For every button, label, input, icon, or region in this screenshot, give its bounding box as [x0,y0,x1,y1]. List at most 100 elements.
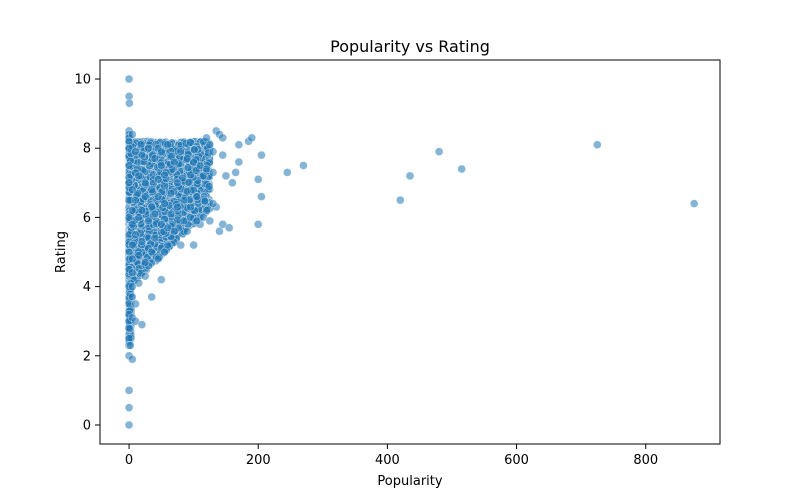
x-axis-title: Popularity [377,474,442,489]
data-point [257,192,266,201]
data-point [157,147,166,156]
data-point [157,275,166,284]
data-point [140,192,150,201]
y-axis-ticks: 0 2 4 6 8 10 [74,73,100,433]
data-point [128,185,137,194]
data-point [221,171,231,181]
data-point [405,171,415,181]
data-point [147,247,156,257]
data-point [166,209,176,219]
data-point [170,226,179,236]
data-point [190,145,199,155]
data-point [134,213,143,222]
data-point [124,323,134,333]
data-point [128,240,137,250]
data-point [218,133,227,143]
data-point [434,147,444,156]
x-tick-label: 400 [375,453,400,468]
data-point [186,202,195,212]
data-point [137,237,147,246]
y-tick-label: 4 [83,280,91,295]
data-point [144,216,153,226]
data-point [234,157,244,167]
data-point [128,354,137,364]
data-point [128,206,137,215]
y-tick-label: 10 [74,73,91,88]
data-point [134,171,143,181]
data-point [136,139,146,149]
data-point [205,216,215,226]
data-point [189,240,198,250]
data-point [224,223,234,233]
data-point [228,178,237,188]
data-point [204,182,214,191]
data-point [124,74,134,84]
data-point [689,199,699,208]
data-point [202,206,211,215]
data-point [128,220,137,229]
data-point [160,170,169,180]
data-point [257,150,266,160]
data-point [396,195,405,205]
data-point [131,230,140,239]
data-point [253,175,263,184]
data-point [150,209,160,219]
data-point [153,254,163,264]
y-tick-label: 6 [83,211,91,226]
x-tick-label: 600 [504,453,529,468]
data-point [124,403,134,412]
y-axis-title: Rating [54,231,69,273]
y-tick-label: 2 [83,349,91,364]
data-point [176,240,185,250]
data-point [150,233,160,243]
data-point [183,163,193,172]
data-point [186,138,195,147]
data-point [160,247,169,257]
data-point [231,168,240,177]
data-point [593,140,602,150]
data-point [457,164,466,174]
data-point [137,206,147,215]
data-point [124,178,134,188]
data-point [147,202,156,212]
data-point [125,98,134,108]
y-tick-label: 0 [83,418,91,433]
data-point [124,386,134,395]
data-point [128,268,137,278]
data-point [163,240,173,250]
data-point [126,341,135,350]
data-point [208,147,218,156]
data-point [253,220,263,229]
data-point [124,213,134,222]
data-point [124,420,134,430]
data-point [147,292,156,302]
data-point [124,161,134,170]
data-point [147,185,156,194]
x-tick-label: 200 [246,453,271,468]
data-points [124,74,699,430]
data-point [182,187,192,196]
data-point [128,254,137,264]
data-point [137,320,147,329]
data-point [128,282,137,291]
data-point [131,299,140,309]
data-point [160,182,169,191]
data-point [208,168,218,177]
data-point [150,154,160,163]
data-point [218,150,227,160]
data-point [179,195,189,205]
data-point [140,258,150,267]
data-point [128,292,137,302]
data-point [176,147,185,156]
x-axis-ticks: 0 200 400 600 800 [125,444,658,468]
data-point [200,196,209,206]
data-point [140,178,150,188]
data-point [182,226,192,236]
data-point [128,130,137,139]
data-point [215,226,224,236]
data-point [160,199,169,208]
data-point [192,192,202,201]
data-point [124,247,134,257]
